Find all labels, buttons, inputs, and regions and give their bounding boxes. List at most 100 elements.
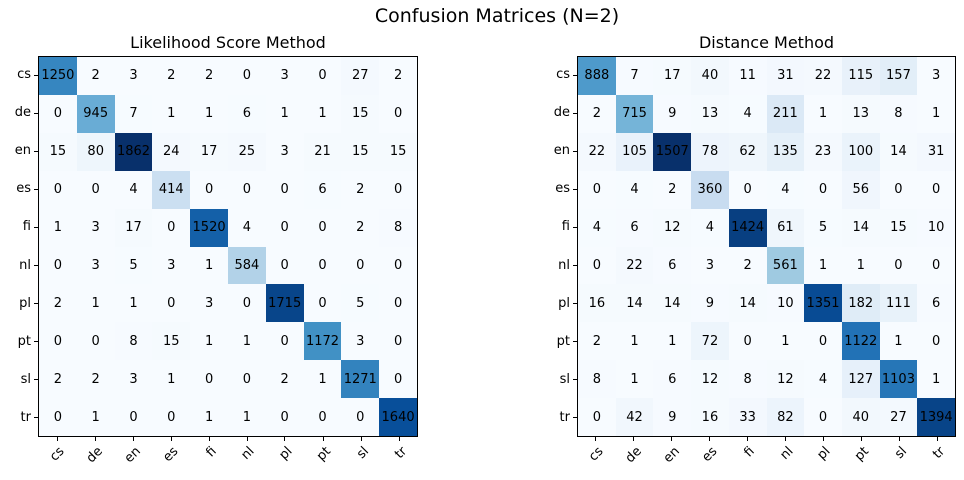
heatmap-cell: 6 (653, 246, 692, 285)
heatmap-cell: 8 (114, 322, 153, 361)
heatmap-cell: 3 (341, 322, 380, 361)
heatmap-cell: 0 (265, 170, 304, 209)
y-tick-mark (573, 74, 577, 76)
x-tick-mark (709, 437, 711, 441)
axes-title-distance: Distance Method (698, 33, 835, 52)
y-tick-label: tr (559, 410, 570, 426)
x-tick-mark (898, 437, 900, 441)
x-tick-mark (595, 437, 597, 441)
heatmap-cell: 14 (841, 208, 880, 247)
heatmap-cell: 15 (39, 132, 77, 171)
heatmap-cell: 0 (265, 246, 304, 285)
heatmap-cell: 8 (879, 94, 918, 133)
y-tick-label: cs (556, 67, 570, 83)
heatmap-cell: 14 (879, 132, 918, 171)
heatmap-cell: 584 (227, 246, 266, 285)
y-tick-label: fi (561, 219, 570, 235)
heatmap-cell: 0 (379, 360, 417, 399)
x-tick-mark (246, 437, 248, 441)
heatmap-cell: 0 (804, 398, 842, 436)
y-tick-label: pl (558, 295, 570, 311)
heatmap-cell: 5 (804, 208, 842, 247)
y-tick-label: fi (22, 219, 31, 235)
heatmap-cell: 2 (653, 170, 692, 209)
heatmap-cell: 2 (578, 322, 616, 361)
heatmap-cell: 22 (578, 132, 616, 171)
heatmap-cell: 4 (615, 170, 654, 209)
heatmap-cell: 15 (152, 322, 191, 361)
heatmap-cell: 8 (379, 208, 417, 247)
heatmap-cell: 0 (917, 170, 955, 209)
heatmap-cell: 14 (615, 284, 654, 323)
heatmap-cell: 0 (578, 246, 616, 285)
y-tick-mark (34, 303, 38, 305)
x-tick-mark (170, 437, 172, 441)
heatmap-cell: 3 (917, 57, 955, 95)
heatmap-cell: 0 (114, 398, 153, 436)
y-tick-mark (34, 417, 38, 419)
heatmap-cell: 1520 (190, 208, 228, 247)
heatmap-cell: 1 (265, 94, 304, 133)
y-tick-mark (573, 379, 577, 381)
heatmap-cell: 4 (578, 208, 616, 247)
heatmap-cell: 7 (615, 57, 654, 95)
heatmap-cell: 1 (653, 322, 692, 361)
heatmap-cell: 0 (303, 246, 342, 285)
heatmap-cell: 1 (303, 94, 342, 133)
heatmap-cell: 1351 (804, 284, 842, 323)
x-tick-mark (284, 437, 286, 441)
heatmap-cell: 0 (39, 170, 77, 209)
heatmap-cell: 0 (379, 322, 417, 361)
heatmap-cell: 4 (691, 208, 729, 247)
heatmap-cell: 31 (766, 57, 805, 95)
heatmap-cell: 0 (39, 246, 77, 285)
heatmap-cell: 1 (841, 246, 880, 285)
heatmap-cell: 0 (303, 398, 342, 436)
heatmap-cell: 0 (879, 170, 918, 209)
heatmap-cell: 1 (303, 360, 342, 399)
heatmap-cell: 1 (804, 94, 842, 133)
y-tick-label: nl (558, 257, 570, 273)
heatmap-cell: 1 (190, 246, 228, 285)
heatmap-cell: 157 (879, 57, 918, 95)
y-tick-mark (34, 112, 38, 114)
heatmap-cell: 3 (691, 246, 729, 285)
heatmap-cell: 33 (728, 398, 767, 436)
heatmap-cell: 1 (39, 208, 77, 247)
heatmap-cell: 1 (917, 94, 955, 133)
axes-title-likelihood-score: Likelihood Score Method (130, 33, 326, 52)
heatmap-cell: 6 (227, 94, 266, 133)
y-tick-label: es (16, 181, 31, 197)
heatmap-cell: 211 (766, 94, 805, 133)
heatmap-cell: 13 (691, 94, 729, 133)
heatmap-cell: 3 (114, 360, 153, 399)
heatmap-cell: 15 (379, 132, 417, 171)
x-tick-mark (747, 437, 749, 441)
y-tick-label: sl (20, 372, 31, 388)
x-tick-mark (822, 437, 824, 441)
y-tick-label: pt (17, 333, 31, 349)
heatmap-cell: 0 (265, 322, 304, 361)
y-tick-mark (34, 226, 38, 228)
heatmap-cell: 1 (190, 322, 228, 361)
heatmap-cell: 0 (227, 57, 266, 95)
heatmap-cell: 8 (728, 360, 767, 399)
x-tick-mark (860, 437, 862, 441)
heatmap-cell: 2 (265, 360, 304, 399)
heatmap-cell: 0 (39, 322, 77, 361)
heatmap-grid-distance: 888 7 17 40 11 31 22 115 157 3 2 715 9 13 4 211 1 13 8 1 22 1… (577, 56, 956, 437)
heatmap-cell: 1 (227, 322, 266, 361)
y-tick-mark (34, 150, 38, 152)
heatmap-cell: 2 (152, 57, 191, 95)
heatmap-cell: 1 (190, 94, 228, 133)
heatmap-cell: 2 (379, 57, 417, 95)
heatmap-cell: 9 (653, 94, 692, 133)
heatmap-cell: 0 (341, 246, 380, 285)
heatmap-cell: 1 (917, 360, 955, 399)
heatmap-cell: 3 (265, 57, 304, 95)
heatmap-cell: 127 (841, 360, 880, 399)
heatmap-cell: 9 (691, 284, 729, 323)
heatmap-cell: 9 (653, 398, 692, 436)
heatmap-cell: 100 (841, 132, 880, 171)
x-tick-mark (322, 437, 324, 441)
